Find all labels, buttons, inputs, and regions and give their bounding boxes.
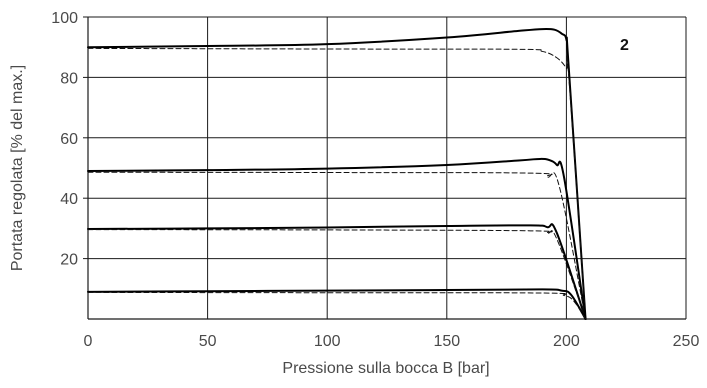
y-tick-label-60: 60	[60, 131, 78, 148]
x-tick-label-250: 250	[673, 333, 700, 350]
x-tick-label-100: 100	[314, 333, 341, 350]
x-tick-label-150: 150	[433, 333, 460, 350]
y-tick-label-40: 40	[60, 191, 78, 208]
x-tick-label-50: 50	[199, 333, 217, 350]
y-tick-label-20: 20	[60, 252, 78, 269]
tick-labels: 0 50 100 150 200 250 20 40 60 80 100	[51, 10, 699, 350]
dashed-curve-7	[87, 291, 587, 320]
dashed-curve-3	[87, 171, 587, 320]
panel-label: 2	[620, 37, 629, 54]
y-axis-title: Portata regolata [% del max.]	[9, 65, 26, 271]
x-axis-title: Pressione sulla bocca B [bar]	[282, 360, 489, 377]
dashed-curve-5	[87, 229, 587, 320]
x-tick-label-200: 200	[553, 333, 580, 350]
dashed-curve-1	[87, 47, 587, 320]
x-tick-label-0: 0	[84, 333, 93, 350]
y-tick-label-80: 80	[60, 70, 78, 87]
solid-curve-2	[87, 157, 587, 320]
solid-curve-0	[87, 27, 587, 320]
y-tick-label-100: 100	[51, 10, 78, 27]
solid-curve-6	[87, 288, 587, 320]
solid-curve-4	[87, 223, 587, 320]
series	[87, 27, 587, 320]
